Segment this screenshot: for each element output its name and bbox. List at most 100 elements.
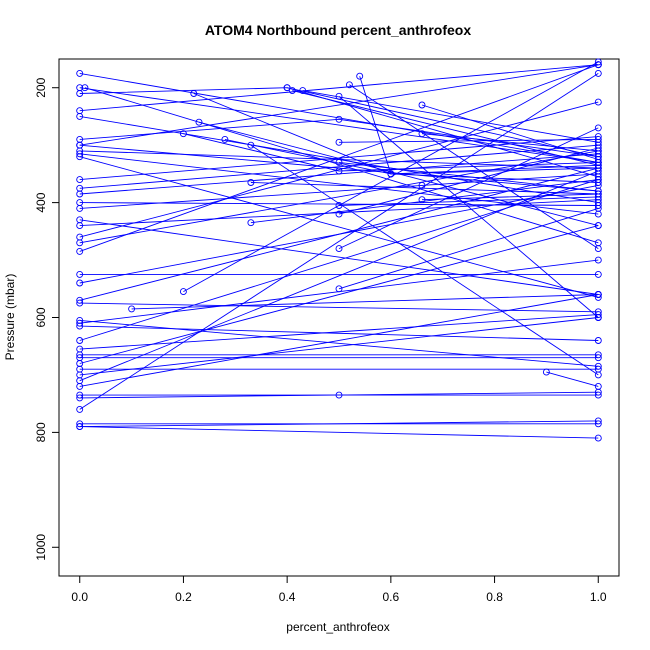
profile-series — [76, 133, 602, 184]
data-point — [594, 135, 602, 143]
profile-series — [76, 61, 602, 149]
data-point — [594, 293, 602, 301]
profile-series — [542, 368, 602, 390]
data-point — [594, 98, 602, 106]
data-point — [76, 405, 84, 413]
data-point — [335, 210, 343, 218]
y-tick-label: 400 — [34, 192, 48, 212]
data-point — [288, 87, 296, 95]
data-point — [594, 181, 602, 189]
y-tick-label: 1000 — [34, 534, 48, 561]
data-point — [335, 285, 343, 293]
profile-line — [79, 391, 599, 399]
data-point — [594, 311, 602, 319]
axis-layer: 0.0 0.2 0.4 0.6 0.8 1.0 200 400 600 800 1000 — [34, 77, 607, 604]
data-point — [594, 371, 602, 379]
profile-series — [335, 92, 602, 321]
profile-series — [76, 311, 602, 353]
data-point — [76, 153, 84, 161]
data-point — [335, 158, 343, 166]
data-point — [247, 219, 255, 227]
data-point — [76, 239, 84, 247]
profile-series — [335, 124, 602, 253]
data-point — [594, 124, 602, 132]
data-point — [76, 270, 84, 278]
data-point — [76, 176, 84, 184]
profile-line — [302, 90, 599, 143]
profile-line — [338, 127, 599, 250]
data-point — [179, 288, 187, 296]
data-point — [81, 84, 89, 92]
data-point — [594, 156, 602, 163]
profile-line — [359, 76, 599, 175]
profile-line — [79, 294, 599, 387]
profile-line — [79, 144, 599, 189]
data-point — [76, 391, 84, 399]
data-point — [76, 112, 84, 120]
profile-series — [247, 141, 602, 379]
data-point — [594, 314, 602, 321]
profile-series — [76, 153, 602, 301]
data-point — [594, 256, 602, 264]
data-point — [179, 130, 187, 138]
profile-line — [79, 225, 599, 364]
profile-line — [79, 150, 599, 244]
data-point — [76, 316, 84, 324]
profile-line — [79, 199, 599, 227]
data-point — [594, 204, 602, 212]
data-point — [594, 133, 602, 141]
profile-series — [76, 199, 602, 209]
data-point — [594, 222, 602, 230]
data-point — [594, 434, 602, 442]
profile-line — [84, 87, 599, 244]
data-point — [594, 362, 602, 370]
data-point — [418, 130, 426, 138]
profile-line — [79, 314, 599, 350]
profile-line — [338, 95, 599, 318]
data-point — [356, 72, 364, 80]
profile-series — [76, 61, 602, 115]
data-point — [335, 138, 343, 146]
data-point — [418, 101, 426, 109]
data-point — [335, 92, 343, 100]
profile-series — [76, 316, 602, 370]
data-point — [76, 345, 84, 353]
profile-line — [79, 87, 599, 163]
x-tick-label: 0.2 — [175, 590, 192, 604]
profile-series — [76, 167, 602, 385]
data-point — [542, 368, 550, 376]
profile-line — [79, 325, 599, 341]
profile-series — [345, 81, 602, 253]
profile-line — [79, 73, 599, 410]
profile-series — [76, 314, 602, 379]
data-point — [335, 202, 343, 209]
profile-series — [76, 291, 602, 390]
profile-line — [546, 371, 599, 387]
y-axis-label: Pressure (mbar) — [3, 274, 17, 361]
data-point — [76, 204, 84, 212]
data-point — [594, 69, 602, 77]
data-point — [594, 291, 602, 298]
profile-series — [76, 365, 602, 373]
data-point — [335, 115, 343, 123]
profile-line — [79, 101, 599, 238]
profile-line — [79, 317, 599, 376]
data-point — [76, 190, 84, 198]
profile-series — [76, 181, 602, 287]
profile-line — [79, 420, 599, 428]
profile-line — [79, 136, 599, 181]
data-point — [247, 141, 255, 149]
data-point — [76, 394, 84, 402]
profile-line — [131, 294, 599, 310]
data-point — [76, 247, 84, 255]
data-point — [594, 382, 602, 390]
profile-series — [76, 351, 602, 359]
profile-line — [338, 196, 599, 206]
profile-line — [183, 133, 599, 172]
data-point — [345, 81, 353, 89]
profile-series — [76, 423, 602, 442]
data-point — [594, 61, 602, 69]
data-point — [190, 90, 198, 97]
data-point — [76, 423, 84, 431]
data-point — [594, 167, 602, 175]
